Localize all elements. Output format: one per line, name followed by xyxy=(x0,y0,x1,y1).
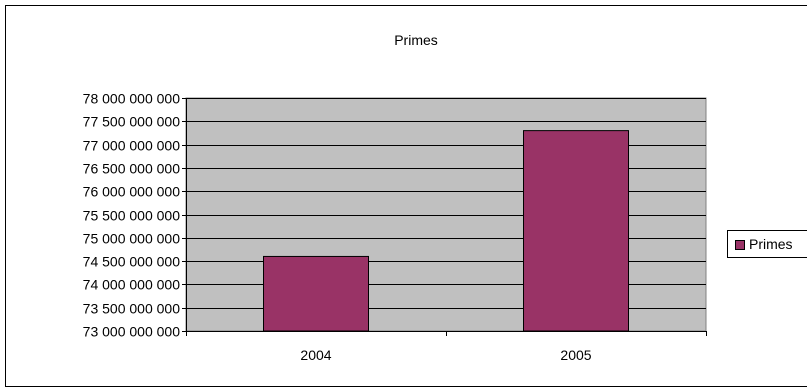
chart-title: Primes xyxy=(394,32,438,48)
x-axis-tick-labels: 2004 2005 xyxy=(300,347,591,363)
bar-2004 xyxy=(263,255,369,332)
y-axis-tick-labels: 73 000 000 000 73 500 000 000 74 000 000 0… xyxy=(83,91,181,340)
y-tick-label: 74 500 000 000 xyxy=(83,254,181,270)
y-tick-label: 75 500 000 000 xyxy=(83,208,181,224)
axes xyxy=(182,98,707,336)
bars xyxy=(263,130,629,332)
y-tick-label: 78 000 000 000 xyxy=(83,91,181,107)
y-tick-label: 77 000 000 000 xyxy=(83,138,181,154)
legend: Primes xyxy=(727,230,807,258)
y-tick-label: 76 000 000 000 xyxy=(83,184,181,200)
y-tick-label: 76 500 000 000 xyxy=(83,161,181,177)
legend-label-primes: Primes xyxy=(749,236,793,252)
y-tick-label: 74 000 000 000 xyxy=(83,277,181,293)
bar-2005 xyxy=(523,130,629,332)
y-tick-label: 73 000 000 000 xyxy=(83,324,181,340)
x-tick-label: 2004 xyxy=(300,347,331,363)
legend-swatch-primes xyxy=(735,240,745,250)
x-tick-label: 2005 xyxy=(560,347,591,363)
y-tick-label: 77 500 000 000 xyxy=(83,114,181,130)
y-tick-label: 73 500 000 000 xyxy=(83,301,181,317)
y-tick-label: 75 000 000 000 xyxy=(83,231,181,247)
